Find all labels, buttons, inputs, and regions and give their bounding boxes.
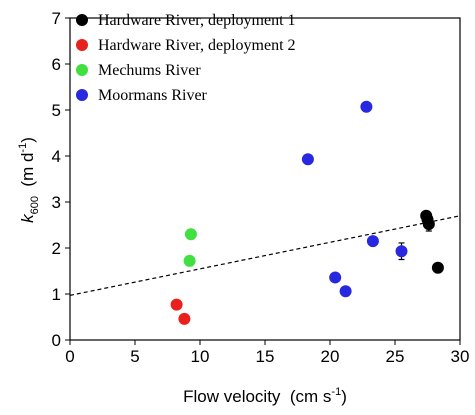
scatter-point (360, 100, 373, 113)
scatter-point (183, 254, 196, 267)
scatter-point (422, 218, 435, 231)
legend-label: Hardware River, deployment 2 (98, 37, 296, 54)
scatter-point (178, 312, 191, 325)
x-label-close: ) (341, 387, 347, 406)
scatter-point (170, 298, 183, 311)
x-label-sup: -1 (331, 386, 341, 398)
scatter-point (301, 153, 314, 166)
y-tick-label: 6 (52, 55, 61, 74)
y-tick-label: 2 (52, 239, 61, 258)
y-label-unit: (m d (18, 153, 37, 196)
legend-label: Moormans River (98, 87, 208, 104)
x-tick-label: 15 (256, 347, 275, 366)
x-tick-label: 25 (386, 347, 405, 366)
x-tick-label: 30 (451, 347, 470, 366)
y-tick-label: 7 (52, 9, 61, 28)
y-label-sub: 600 (29, 196, 41, 214)
y-tick-label: 0 (52, 331, 61, 350)
x-axis-label: Flow velocity (cm s-1) (183, 386, 347, 406)
y-tick-label: 1 (52, 285, 61, 304)
scatter-point (339, 285, 352, 298)
y-axis-label: k600 (m d-1) (17, 137, 41, 223)
x-tick-label: 5 (130, 347, 139, 366)
x-label-text: Flow velocity (cm s (183, 387, 331, 406)
legend-label: Mechums River (98, 62, 201, 79)
x-tick-label: 0 (65, 347, 74, 366)
legend-marker (76, 64, 88, 76)
scatter-point (366, 235, 379, 248)
y-label-close: ) (18, 137, 37, 143)
legend-label: Hardware River, deployment 1 (98, 12, 296, 29)
scatter-point (395, 245, 408, 258)
y-tick-label: 4 (52, 147, 61, 166)
scatter-point (431, 261, 444, 274)
trend-line (69, 215, 461, 296)
scatter-point (329, 271, 342, 284)
x-tick-label: 20 (321, 347, 340, 366)
legend-marker (76, 14, 88, 26)
y-label-symbol: k (18, 213, 37, 223)
y-tick-label: 5 (52, 101, 61, 120)
y-tick-label: 3 (52, 193, 61, 212)
legend-marker (76, 89, 88, 101)
y-label-sup: -1 (17, 143, 29, 153)
x-tick-label: 10 (191, 347, 210, 366)
scatter-point (184, 228, 197, 241)
legend-marker (76, 39, 88, 51)
